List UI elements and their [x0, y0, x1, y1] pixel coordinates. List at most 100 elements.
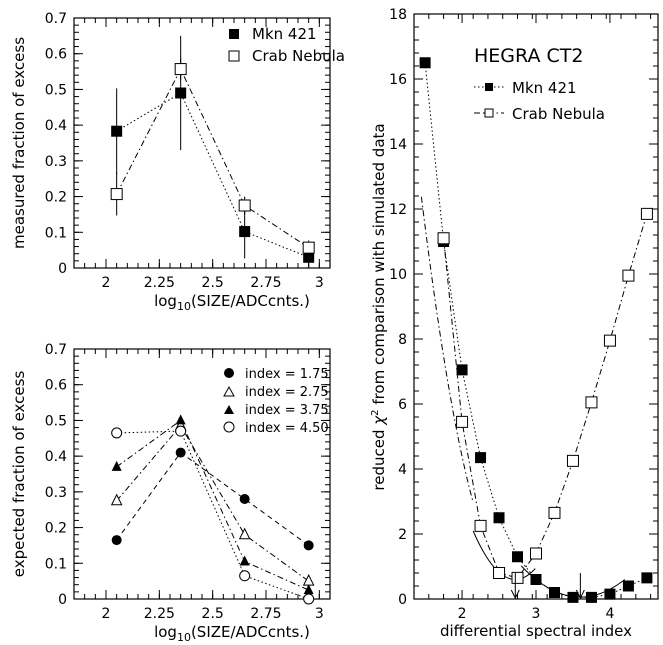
x-tick-label: 3 — [532, 606, 541, 622]
series-line-3 — [116, 430, 309, 600]
data-point — [239, 494, 250, 504]
y-tick-label: 0.7 — [45, 342, 67, 358]
top-panel-legend: Mkn 421 Crab Nebula — [228, 25, 345, 65]
y-tick-label: 0.7 — [45, 11, 67, 27]
data-point — [238, 199, 251, 212]
x-tick-label: 2 — [458, 606, 467, 622]
legend-marker-mkn421 — [229, 29, 239, 39]
y-tick-label: 0.3 — [45, 485, 67, 501]
x-tick-label: 3 — [315, 275, 324, 291]
series-line-1 — [116, 424, 309, 582]
y-tick-label: 8 — [398, 332, 407, 348]
bottom-panel-x-axis-label: log10(SIZE/ADCcnts.) — [154, 623, 310, 644]
data-point — [566, 454, 579, 467]
legend-label-mkn421: Mkn 421 — [512, 79, 577, 97]
data-point — [303, 593, 315, 605]
series-line-2 — [116, 419, 309, 591]
legend-label-crab: Crab Nebula — [252, 47, 345, 65]
legend-marker-index-450 — [223, 421, 235, 433]
data-point — [111, 427, 123, 439]
x-tick-label: 2 — [102, 606, 111, 622]
right-panel-markers — [419, 57, 653, 603]
data-point — [493, 512, 505, 524]
bottom-panel-series-lines — [116, 419, 309, 600]
data-point — [239, 226, 251, 238]
minimum-arrow-head — [575, 589, 585, 600]
y-label-sup: 2 — [370, 409, 381, 415]
legend-label-crab: Crab Nebula — [512, 105, 605, 123]
x-tick-label: 2.5 — [202, 275, 224, 291]
y-tick-label: 2 — [398, 527, 407, 543]
data-point — [640, 207, 653, 220]
data-point — [567, 591, 579, 603]
legend-marker-mkn421 — [485, 83, 493, 91]
legend-marker-index-175 — [224, 368, 234, 378]
y-tick-label: 14 — [389, 137, 407, 153]
y-tick-label: 0.4 — [45, 449, 67, 465]
data-point — [622, 269, 635, 282]
x-label-subscript: 10 — [177, 631, 191, 644]
x-tick-label: 4 — [605, 606, 614, 622]
y-tick-label: 0.3 — [45, 154, 67, 170]
y-tick-label: 0.2 — [45, 190, 67, 206]
data-point — [175, 87, 187, 99]
x-label-log: log — [154, 623, 177, 641]
bottom-panel-legend: index = 1.75 index = 2.75 index = 3.75 i… — [223, 367, 329, 436]
y-tick-label: 0.1 — [45, 556, 67, 572]
data-point — [238, 527, 251, 540]
y-label-post: from comparison with simulated data — [370, 123, 388, 409]
x-label-rest: (SIZE/ADCcnts.) — [191, 623, 310, 641]
legend-label-mkn421: Mkn 421 — [252, 25, 317, 43]
data-point — [175, 414, 186, 425]
data-point — [111, 460, 122, 471]
data-point — [302, 241, 315, 254]
data-point — [548, 506, 561, 519]
top-panel-x-axis-label: log10(SIZE/ADCcnts.) — [154, 292, 310, 313]
right-panel-x-axis-label: differential spectral index — [440, 622, 632, 640]
y-tick-label: 12 — [389, 202, 407, 218]
x-label-log: log — [154, 292, 177, 310]
x-tick-label: 2.75 — [250, 275, 281, 291]
y-tick-label: 0.6 — [45, 378, 67, 394]
y-label-pre: reduced — [370, 425, 388, 491]
data-point — [456, 364, 468, 376]
y-tick-label: 0 — [58, 592, 67, 608]
top-panel-error-bars — [116, 35, 310, 268]
series-line-1 — [443, 213, 648, 579]
x-tick-label: 2.25 — [144, 275, 175, 291]
minimum-arrow-head — [510, 589, 520, 600]
data-point — [303, 540, 314, 551]
right-panel-series-lines — [424, 62, 648, 598]
y-tick-label: 16 — [389, 72, 407, 88]
data-point — [548, 587, 560, 598]
top-panel-series-lines — [116, 67, 309, 258]
y-tick-label: 6 — [398, 397, 407, 413]
y-tick-label: 10 — [389, 267, 407, 283]
top-panel-ticks: 2 2.25 2.5 2.75 3 0 0.1 0.2 0.3 0.4 0.5 0.6 0.7 — [45, 11, 331, 291]
y-tick-label: 0.5 — [45, 413, 67, 429]
y-tick-label: 0.4 — [45, 118, 67, 134]
top-panel-markers — [110, 63, 315, 263]
data-point — [175, 425, 187, 437]
x-tick-label: 2 — [102, 275, 111, 291]
data-point — [622, 580, 634, 592]
data-point — [303, 584, 314, 595]
series-line-0 — [424, 62, 648, 598]
data-point — [585, 591, 597, 603]
y-tick-label: 18 — [389, 7, 407, 23]
x-tick-label: 3 — [315, 606, 324, 622]
y-tick-label: 0.1 — [45, 225, 67, 241]
x-label-rest: (SIZE/ADCcnts.) — [191, 292, 310, 310]
data-point — [530, 547, 542, 560]
data-point — [303, 251, 315, 263]
data-point — [493, 567, 506, 579]
data-point — [419, 57, 431, 69]
bottom-panel-markers — [110, 414, 315, 605]
legend-marker-index-375 — [224, 405, 234, 414]
data-point — [239, 555, 250, 566]
data-point — [174, 63, 187, 76]
right-panel-legend: Mkn 421 Crab Nebula — [474, 79, 605, 123]
data-point — [530, 574, 542, 585]
legend-marker-index-275 — [223, 385, 235, 397]
